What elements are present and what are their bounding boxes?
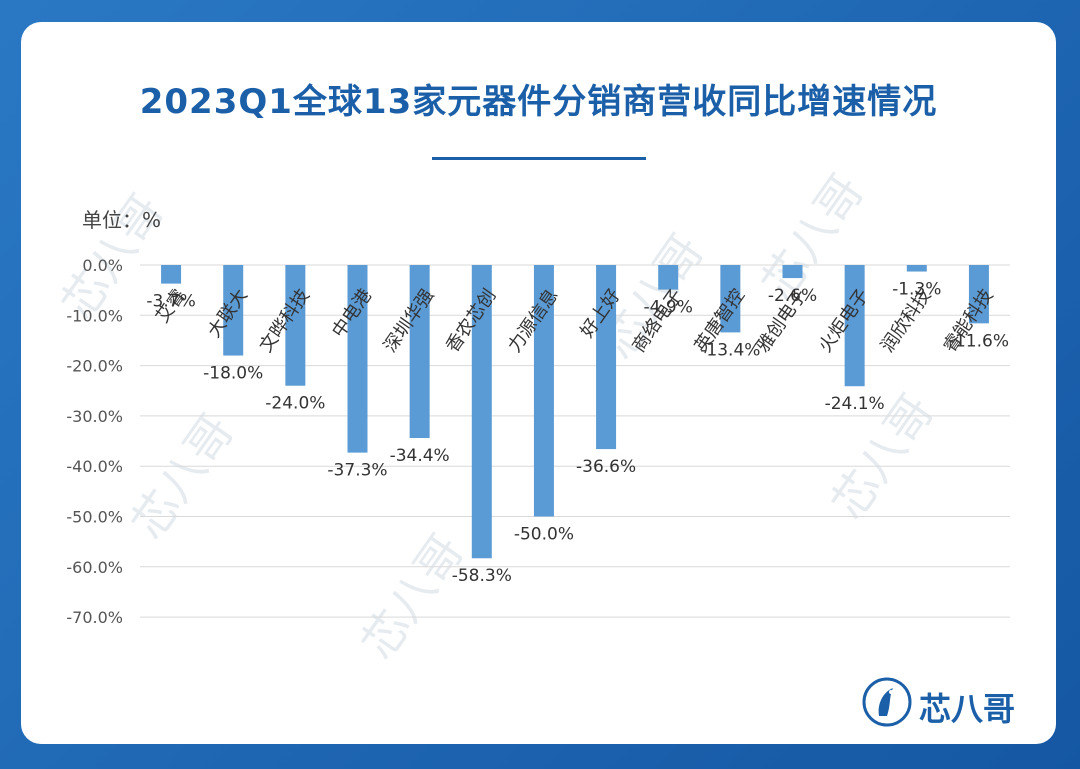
y-tick-label: 0.0% bbox=[82, 256, 123, 275]
value-label: -50.0% bbox=[514, 525, 574, 545]
unit-label: 单位：% bbox=[82, 208, 162, 232]
y-tick-label: -50.0% bbox=[66, 508, 123, 527]
bird-logo-icon bbox=[862, 677, 912, 727]
value-label: -37.3% bbox=[327, 461, 387, 481]
bar bbox=[720, 265, 741, 333]
y-tick-label: -10.0% bbox=[66, 306, 123, 325]
bar bbox=[906, 265, 927, 272]
bar bbox=[968, 265, 989, 324]
y-tick-label: -70.0% bbox=[66, 608, 123, 627]
bar bbox=[844, 265, 865, 387]
y-tick-label: -20.0% bbox=[66, 357, 123, 376]
value-label: -18.0% bbox=[203, 364, 263, 384]
brand-logo: 芯八哥 bbox=[861, 676, 1031, 732]
logo-text: 芯八哥 bbox=[919, 690, 1016, 728]
bar bbox=[409, 265, 430, 439]
bar bbox=[471, 265, 492, 559]
bar bbox=[223, 265, 244, 356]
chart-title: 2023Q1全球13家元器件分销商营收同比增速情况 bbox=[139, 82, 938, 122]
value-label: -58.3% bbox=[452, 566, 512, 586]
bar bbox=[658, 265, 679, 290]
y-tick-label: -30.0% bbox=[66, 407, 123, 426]
bar bbox=[782, 265, 803, 279]
value-label: -24.0% bbox=[265, 394, 325, 414]
bar bbox=[285, 265, 306, 386]
bar bbox=[533, 265, 554, 517]
y-tick-label: -60.0% bbox=[66, 558, 123, 577]
bar bbox=[596, 265, 617, 450]
category-label: 商络电子 bbox=[628, 285, 686, 356]
value-label: -36.6% bbox=[576, 457, 636, 477]
y-tick-label: -40.0% bbox=[66, 457, 123, 476]
value-label: -11.6% bbox=[949, 331, 1009, 351]
value-label: -24.1% bbox=[825, 394, 885, 414]
value-label: -2.6% bbox=[768, 286, 817, 306]
value-label: -13.4% bbox=[700, 340, 760, 360]
value-label: -3.7% bbox=[146, 292, 195, 312]
value-label: -4.9% bbox=[644, 298, 693, 318]
value-label: -34.4% bbox=[390, 446, 450, 466]
value-label: -1.3% bbox=[892, 280, 941, 300]
bar bbox=[161, 265, 182, 284]
title-underline bbox=[432, 157, 646, 160]
bar bbox=[347, 265, 368, 453]
